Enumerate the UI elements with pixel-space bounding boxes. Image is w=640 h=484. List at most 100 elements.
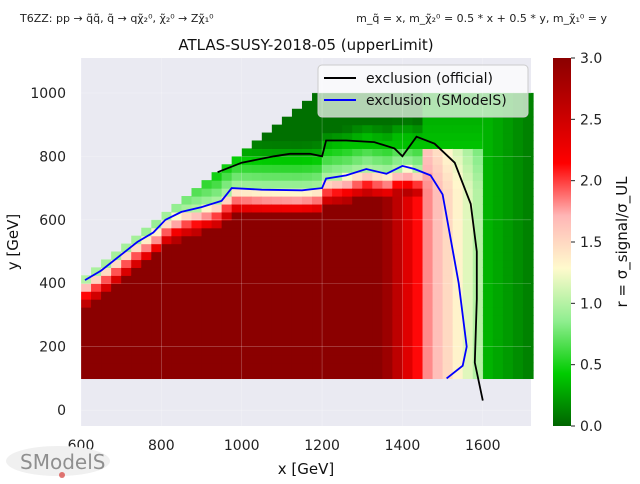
heatmap-cell [141, 227, 152, 237]
heatmap-cell [251, 140, 263, 150]
heatmap-cell [412, 172, 424, 181]
heatmap-cell [402, 346, 414, 356]
heatmap-cell [502, 291, 514, 300]
heatmap-cell [312, 196, 323, 205]
heatmap-cell [121, 243, 132, 253]
heatmap-cell [442, 259, 454, 268]
heatmap-cell [412, 267, 424, 276]
heatmap-cell [91, 267, 102, 276]
colorbar-tick-label: 1.5 [580, 235, 602, 251]
heatmap-cell [211, 196, 223, 205]
heatmap-cell [231, 259, 243, 268]
heatmap-cell [291, 188, 303, 197]
heatmap-cell [281, 235, 293, 245]
heatmap-cell [362, 140, 373, 150]
heatmap-cell [342, 362, 353, 372]
heatmap-cell [181, 346, 193, 356]
heatmap-cell [512, 124, 524, 134]
colorbar-tick-label: 3.0 [580, 51, 602, 67]
heatmap-cell [151, 299, 162, 308]
logo-particle-dot [59, 472, 65, 478]
heatmap-cell [312, 259, 323, 268]
heatmap-cell [271, 188, 283, 197]
heatmap-cell [352, 203, 363, 213]
heatmap-cell [332, 116, 343, 126]
heatmap-cell [352, 299, 363, 308]
heatmap-cell [452, 283, 464, 292]
heatmap-cell [422, 203, 434, 213]
heatmap-cell [201, 346, 213, 356]
heatmap-cell [442, 338, 454, 348]
heatmap-cell [342, 148, 353, 157]
heatmap-cell [372, 322, 383, 332]
heatmap-cell [392, 362, 404, 372]
heatmap-cell [322, 180, 333, 189]
heatmap-cell [301, 203, 313, 213]
heatmap-cell [121, 299, 132, 308]
heatmap-cell [492, 156, 504, 165]
heatmap-cell [512, 362, 524, 372]
heatmap-cell [322, 322, 333, 332]
heatmap-cell [241, 346, 253, 356]
heatmap-cell [482, 291, 494, 300]
heatmap-cell [281, 203, 293, 213]
heatmap-cell [512, 156, 524, 165]
heatmap-cell [352, 156, 363, 165]
heatmap-cell [141, 283, 152, 292]
heatmap-cell [342, 314, 353, 324]
heatmap-cell [301, 188, 313, 197]
heatmap-cell [101, 283, 112, 292]
heatmap-cell [251, 251, 263, 261]
heatmap-cell [332, 370, 343, 380]
heatmap-cell [261, 148, 273, 157]
heatmap-cell [432, 196, 444, 205]
exclusion-official-line [217, 135, 484, 401]
heatmap-cell [251, 180, 263, 189]
heatmap-cell [422, 338, 434, 348]
heatmap-cell [452, 219, 464, 229]
heatmap-cell [161, 219, 173, 229]
heatmap-cell [312, 180, 323, 189]
heatmap-cell [322, 235, 333, 245]
heatmap-cell [312, 275, 323, 284]
heatmap-cell [111, 322, 122, 332]
heatmap-cell [502, 267, 514, 276]
heatmap-cell [322, 275, 333, 284]
heatmap-cell [422, 267, 434, 276]
heatmap-cell [412, 235, 424, 245]
heatmap-cell [512, 283, 524, 292]
heatmap-cell [382, 235, 393, 245]
heatmap-cell [121, 251, 132, 261]
heatmap-cell [301, 346, 313, 356]
heatmap-cell [261, 330, 273, 340]
heatmap-cell [442, 267, 454, 276]
heatmap-cell [231, 235, 243, 245]
heatmap-cell [312, 251, 323, 261]
heatmap-cell [492, 124, 504, 134]
heatmap-cell [171, 251, 183, 261]
heatmap-cell [452, 116, 464, 126]
heatmap-cell [502, 219, 514, 229]
heatmap-cell [392, 251, 404, 261]
heatmap-cell [372, 140, 383, 150]
heatmap-cell [432, 148, 444, 157]
heatmap-cell [442, 132, 454, 142]
heatmap-cell [261, 227, 273, 237]
heatmap-cell [271, 211, 283, 221]
heatmap-cell [261, 203, 273, 213]
heatmap-cell [181, 354, 193, 364]
heatmap-cell [452, 148, 464, 157]
heatmap-cell [201, 314, 213, 324]
heatmap-cell [462, 291, 474, 300]
heatmap-cell [482, 283, 494, 292]
heatmap-cell [372, 188, 383, 197]
heatmap-cell [522, 330, 534, 340]
heatmap-cell [241, 307, 253, 316]
heatmap-cell [81, 346, 92, 356]
heatmap-cell [362, 330, 373, 340]
heatmap-cell [372, 370, 383, 380]
heatmap-cell [251, 267, 263, 276]
heatmap-cell [101, 338, 112, 348]
heatmap-cell [81, 322, 92, 332]
heatmap-cell [522, 211, 534, 221]
